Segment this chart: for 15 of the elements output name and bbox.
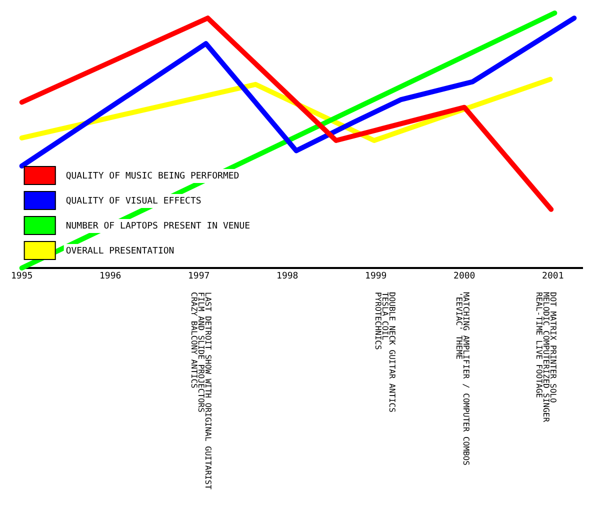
legend-label: OVERALL PRESENTATION	[66, 246, 174, 256]
x-tick-label: 2000	[454, 272, 476, 282]
legend-label: QUALITY OF MUSIC BEING PERFORMED	[66, 171, 240, 182]
x-tick-label: 2001	[542, 272, 564, 282]
x-tick-label: 1999	[365, 272, 387, 282]
legend-label: QUALITY OF VISUAL EFFECTS	[66, 196, 202, 206]
x-tick-label: 1996	[100, 272, 122, 282]
x-tick-label: 1995	[10, 272, 33, 282]
x-tick-label: 1997	[188, 272, 210, 282]
text: DOT MATRIX PRINTER SOLO MELODIC COMPUTERIZED SINGER REAL-TIME LIVE FOOTAGE	[534, 292, 558, 422]
text: LAST DETROIT SHOW WITH ORIGINAL GUITARIST FILM AND SLIDE PROJECTORS CRAZY BALCONY ANTICS	[190, 292, 213, 490]
text: DOUBLE NECK GUITAR ANTICS TESLA COIL PYROTECHNICS	[374, 292, 397, 413]
text: MATCHING AMPLIFIER / COMPUTER COMBOS 'EEVIAC' THEME	[454, 292, 471, 466]
legend-label: NUMBER OF LAPTOPS PRESENT IN VENUE	[66, 221, 250, 232]
x-tick-label: 1998	[276, 272, 298, 282]
